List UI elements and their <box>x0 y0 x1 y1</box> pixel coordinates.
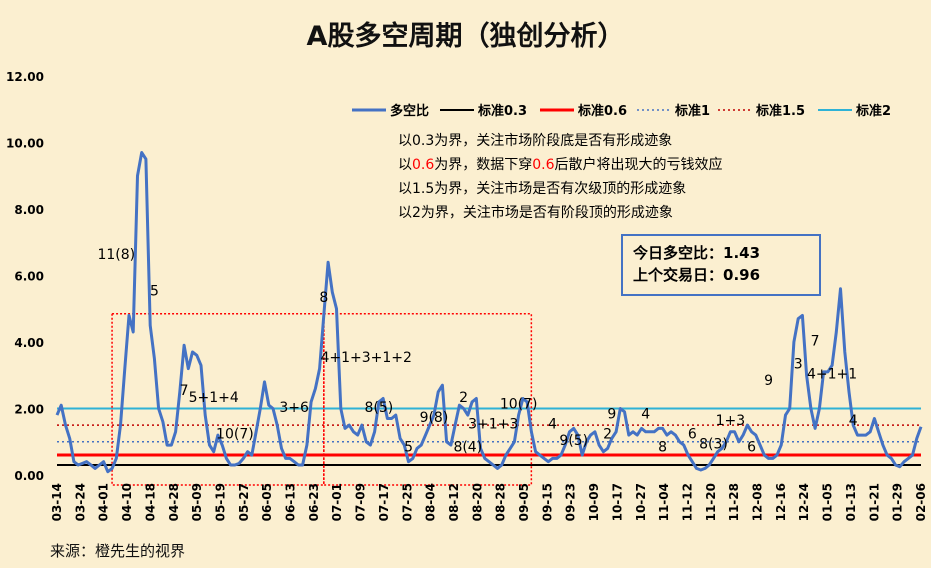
annotation-label: 4+1+3+1+2 <box>320 350 411 366</box>
annotation-label: 8(3) <box>699 436 728 452</box>
annotation-label: 10(7) <box>500 397 538 413</box>
x-tick-label: 04-28 <box>167 483 181 521</box>
x-tick-label: 12-08 <box>751 483 765 521</box>
x-tick-label: 11-28 <box>727 483 741 521</box>
x-tick-label: 08-12 <box>447 483 461 521</box>
x-tick-label: 10-09 <box>587 483 601 521</box>
annotation-label: 1+3 <box>716 413 746 429</box>
y-tick-label: 4.00 <box>14 336 44 350</box>
x-tick-label: 04-01 <box>97 483 111 521</box>
x-tick-label: 05-27 <box>237 483 251 521</box>
annotation-label: 8 <box>319 290 328 306</box>
x-tick-label: 11-12 <box>680 483 694 521</box>
x-tick-label: 10-17 <box>610 483 624 521</box>
annotation-label: 9(8) <box>420 410 449 426</box>
x-tick-label: 01-05 <box>821 483 835 521</box>
x-tick-label: 06-23 <box>307 483 321 521</box>
annotation-label: 9 <box>607 406 616 422</box>
x-tick-label: 05-19 <box>213 483 227 521</box>
annotation-label: 3 <box>794 357 803 373</box>
annotation-label: 10(7) <box>216 426 254 442</box>
annotation-label: 8(5) <box>365 400 394 416</box>
annotation-label: 8(4) <box>453 440 482 456</box>
x-tick-label: 08-28 <box>494 483 508 521</box>
x-tick-label: 12-24 <box>797 483 811 521</box>
y-tick-label: 0.00 <box>14 469 44 483</box>
x-tick-label: 05-09 <box>190 483 204 521</box>
x-tick-label: 07-17 <box>377 483 391 521</box>
x-tick-label: 11-20 <box>704 483 718 521</box>
annotation-label: 5+1+4 <box>189 390 239 406</box>
x-tick-label: 07-01 <box>330 483 344 521</box>
x-tick-label: 11-04 <box>657 483 671 521</box>
annotation-label: 4 <box>548 416 557 432</box>
annotation-label: 4 <box>849 413 858 429</box>
info-box: 今日多空比：1.43 上个交易日：0.96 <box>621 234 821 296</box>
y-tick-label: 6.00 <box>14 270 44 284</box>
x-tick-label: 07-25 <box>400 483 414 521</box>
x-tick-label: 06-05 <box>260 483 274 521</box>
x-tick-label: 08-20 <box>470 483 484 521</box>
source-text: 来源：橙先生的视界 <box>50 542 186 560</box>
highlight-box-2 <box>323 312 533 486</box>
x-tick-label: 04-18 <box>143 483 157 521</box>
annotation-label: 9 <box>764 373 773 389</box>
x-tick-label: 06-13 <box>284 483 298 521</box>
note-line: 以1.5为界，关注市场是否有次级顶的形成迹象 <box>398 180 686 197</box>
x-tick-label: 03-14 <box>50 483 64 521</box>
series-line-duokongbi <box>55 151 923 474</box>
annotation-label: 3+6 <box>279 400 309 416</box>
legend-label: 多空比 <box>390 103 429 119</box>
annotation-label: 11(8) <box>97 247 135 263</box>
x-tick-label: 01-29 <box>891 483 905 521</box>
x-tick-label: 07-09 <box>354 483 368 521</box>
x-tick-label: 08-04 <box>424 483 438 521</box>
annotation-label: 8 <box>658 440 667 456</box>
x-tick-label: 10-27 <box>634 483 648 521</box>
annotation-label: 7 <box>180 383 189 399</box>
x-tick-label: 02-06 <box>914 483 928 521</box>
annotation-label: 5 <box>404 440 413 456</box>
legend-label: 标准1.5 <box>755 103 805 119</box>
y-tick-label: 2.00 <box>14 403 44 417</box>
y-tick-label: 10.00 <box>6 137 44 151</box>
x-tick-label: 01-21 <box>867 483 881 521</box>
annotation-label: 3+1+3 <box>468 416 518 432</box>
annotation-label: 5 <box>150 283 159 299</box>
legend-label: 标准0.3 <box>477 103 527 119</box>
legend-label: 标准0.6 <box>577 103 627 119</box>
info-today: 今日多空比：1.43 <box>633 244 761 262</box>
note-line: 以0.6为界，数据下穿0.6后散户将出现大的亏钱效应 <box>398 156 723 173</box>
annotation-label: 6 <box>747 440 756 456</box>
y-tick-label: 8.00 <box>14 203 44 217</box>
chart-title: A股多空周期（独创分析） <box>306 21 625 52</box>
annotation-label: 2 <box>459 390 468 406</box>
note-line: 以0.3为界，关注市场阶段底是否有形成迹象 <box>398 132 672 149</box>
x-tick-label: 03-24 <box>73 483 87 521</box>
info-previous: 上个交易日：0.96 <box>633 266 761 284</box>
x-tick-label: 12-16 <box>774 483 788 521</box>
y-tick-label: 12.00 <box>6 70 44 84</box>
x-tick-label: 04-10 <box>120 483 134 521</box>
x-tick-label: 09-23 <box>564 483 578 521</box>
annotation-label: 4 <box>641 406 650 422</box>
annotation-label: 9(5) <box>559 433 588 449</box>
highlight-box-1 <box>111 312 325 486</box>
legend-label: 标准2 <box>855 103 891 119</box>
annotation-label: 2 <box>603 426 612 442</box>
x-tick-label: 01-13 <box>844 483 858 521</box>
x-tick-label: 09-05 <box>517 483 531 521</box>
annotation-label: 7 <box>811 333 820 349</box>
x-tick-label: 09-15 <box>540 483 554 521</box>
annotation-label: 4+1+1 <box>807 367 857 383</box>
note-line: 以2为界，关注市场是否有阶段顶的形成迹象 <box>398 204 673 221</box>
legend-label: 标准1 <box>674 103 710 119</box>
annotation-label: 6 <box>688 426 697 442</box>
